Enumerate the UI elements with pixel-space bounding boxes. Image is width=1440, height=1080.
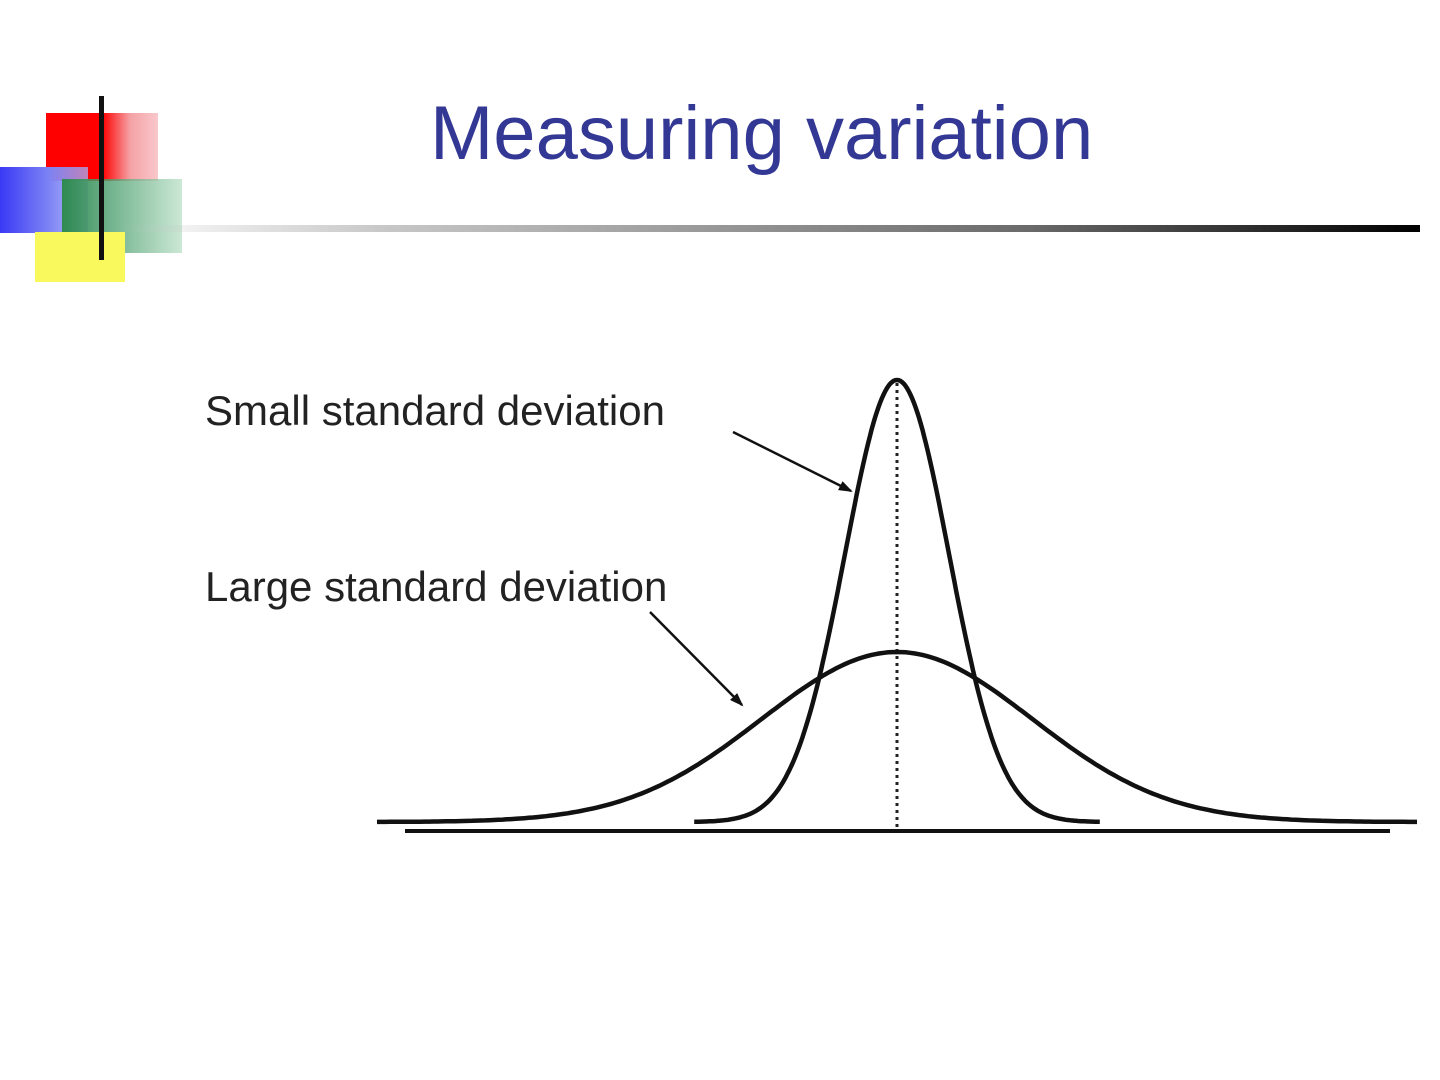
slide-title: Measuring variation [430,91,1094,176]
small-sd-curve [694,377,1100,825]
large-sd-arrow [649,611,744,707]
color-blocks-logo-icon [0,0,200,300]
large-sd-curve [377,649,1417,825]
logo-vertical-bar [99,96,104,260]
logo-yellow-block [35,232,125,282]
title-divider [120,225,1420,232]
small-sd-arrow [732,430,853,493]
small-sd-label: Small standard deviation [205,387,665,434]
large-sd-label: Large standard deviation [205,563,668,610]
